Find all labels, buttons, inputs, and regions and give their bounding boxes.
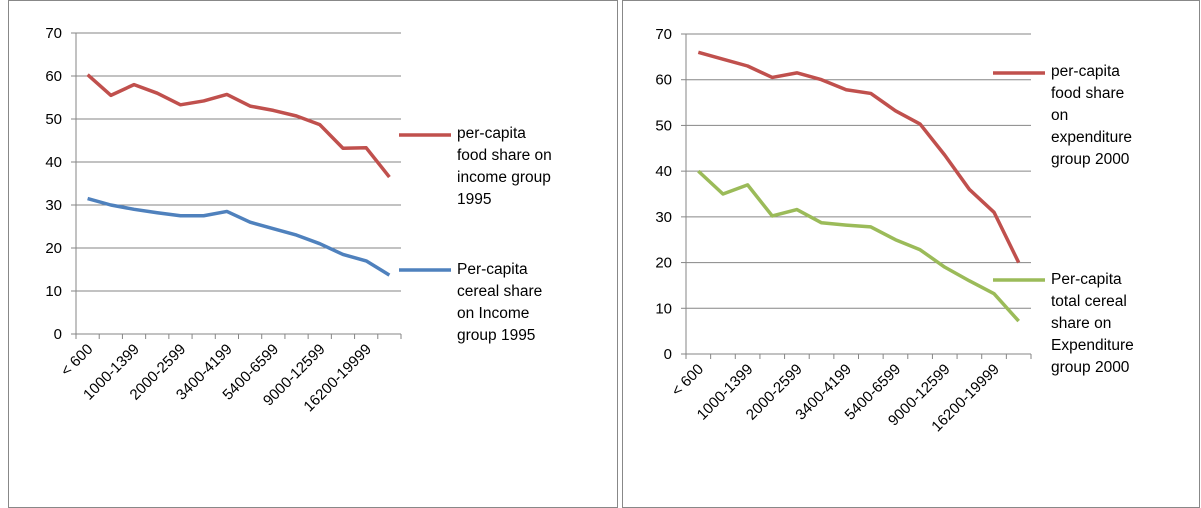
y-tick-label: 60: [45, 68, 62, 85]
legend-label: Per-capita cereal share on Income group …: [457, 261, 543, 344]
y-tick-label: 70: [655, 26, 672, 43]
y-tick-label: 10: [45, 283, 62, 300]
legend-label: Per-capita total cereal share on Expendi…: [1051, 271, 1134, 376]
y-tick-label: 20: [655, 255, 672, 272]
x-tick-label: < 600: [58, 341, 97, 380]
y-tick-label: 0: [54, 326, 62, 343]
x-tick-label: < 600: [668, 361, 707, 400]
y-tick-label: 50: [655, 117, 672, 134]
y-tick-label: 0: [664, 346, 672, 363]
legend-label: per-capita food share on income group 19…: [457, 125, 552, 208]
chart-panel: 0 10 20 30 40 50 60 70 < 600 1000-1399 2000-2599 34…: [622, 0, 1200, 508]
y-tick-label: 60: [655, 72, 672, 89]
series-line: [86, 73, 391, 179]
chart-panel: 0 10 20 30 40 50 60 70 < 600 1000-1399 2000-2599 34…: [8, 0, 618, 508]
y-tick-label: 40: [45, 154, 62, 171]
series-line: [697, 50, 1021, 264]
y-tick-label: 50: [45, 111, 62, 128]
y-tick-label: 20: [45, 240, 62, 257]
series-line: [87, 196, 391, 277]
y-tick-label: 30: [655, 209, 672, 226]
legend-label: per-capita food share on expenditure gro…: [1051, 63, 1133, 168]
y-tick-label: 40: [655, 163, 672, 180]
y-tick-label: 10: [655, 300, 672, 317]
y-tick-label: 70: [45, 25, 62, 42]
y-tick-label: 30: [45, 197, 62, 214]
series-line: [697, 169, 1020, 323]
